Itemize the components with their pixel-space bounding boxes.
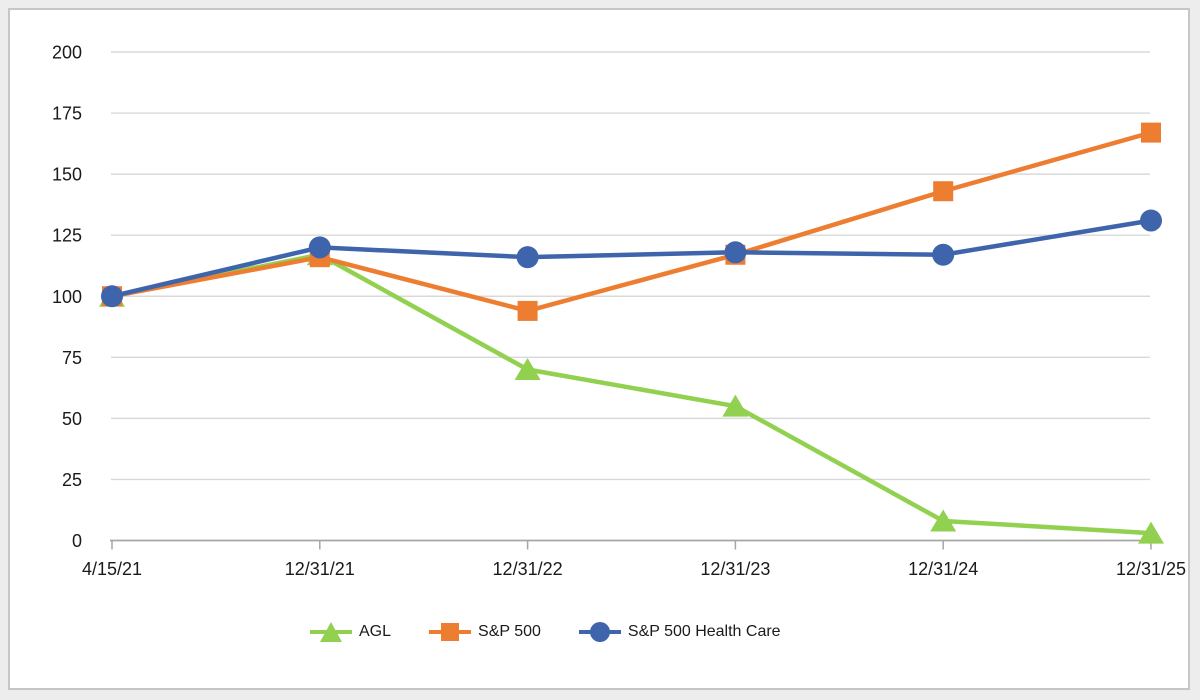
marker-square-s-p-500 xyxy=(933,181,954,202)
x-axis-tick-label: 12/31/23 xyxy=(700,559,770,579)
y-axis-tick-label: 125 xyxy=(52,226,82,246)
y-axis-tick-label: 75 xyxy=(62,348,82,368)
series-agl xyxy=(99,243,1164,544)
y-axis-tick-label: 175 xyxy=(52,104,82,124)
marker-circle-s-p-500-health-care xyxy=(724,241,747,264)
legend-label-s-p-500-health-care: S&P 500 Health Care xyxy=(627,623,781,640)
marker-triangle-agl xyxy=(930,509,957,532)
legend-label-s-p-500: S&P 500 xyxy=(478,623,541,640)
legend-triangle-marker-icon xyxy=(310,619,352,645)
y-axis-tick-label: 25 xyxy=(62,470,82,490)
legend-label-agl: AGL xyxy=(359,623,392,640)
y-axis-tick-label: 0 xyxy=(72,531,82,551)
series-s-p-500 xyxy=(102,122,1161,321)
marker-circle-s-p-500-health-care xyxy=(932,243,955,266)
marker-circle-s-p-500-health-care xyxy=(308,236,331,259)
marker-triangle-agl xyxy=(514,358,541,381)
marker-triangle-agl xyxy=(1138,521,1164,544)
y-axis-tick-label: 150 xyxy=(52,165,82,185)
y-axis-tick-label: 100 xyxy=(52,287,82,307)
marker-square-s-p-500 xyxy=(1141,122,1161,143)
y-axis-tick-label: 50 xyxy=(62,409,82,429)
y-axis-labels: 0 25 50 75 100 125 150 175 200 xyxy=(52,43,82,552)
marker-circle-s-p-500-health-care xyxy=(101,285,123,308)
series-s-p-500-health-care xyxy=(101,209,1162,308)
chart-legend: AGL S&P 500 S&P 500 Health Care xyxy=(310,617,781,647)
marker-square-s-p-500 xyxy=(517,300,538,321)
legend-item-agl: AGL xyxy=(310,619,391,645)
legend-shape-agl xyxy=(320,622,342,642)
marker-circle-s-p-500-health-care xyxy=(516,246,539,269)
x-axis-tick-label: 12/31/21 xyxy=(285,559,355,579)
marker-circle-s-p-500-health-care xyxy=(1140,209,1162,232)
y-axis-tick-label: 200 xyxy=(52,43,82,63)
legend-circle-marker-icon xyxy=(578,619,621,645)
y-gridlines xyxy=(111,51,1150,481)
legend-square-marker-icon xyxy=(429,619,472,645)
legend-item-s-p-500-health-care: S&P 500 Health Care xyxy=(578,619,781,645)
legend-item-s-p-500: S&P 500 xyxy=(429,619,541,645)
legend-shape-s-p-500-health-care xyxy=(589,622,610,642)
x-axis: 4/15/21 12/31/21 12/31/22 12/31/23 12/31/24 1… xyxy=(82,539,1186,579)
x-axis-tick-label: 12/31/22 xyxy=(493,559,563,579)
marker-triangle-agl xyxy=(722,394,749,417)
series-line-s-p-500-health-care xyxy=(109,218,1154,299)
x-axis-tick-label: 12/31/25 xyxy=(1116,559,1186,579)
series-line-s-p-500 xyxy=(109,130,1154,314)
x-axis-tick-label: 4/15/21 xyxy=(82,559,142,579)
x-axis-tick-label: 12/31/24 xyxy=(908,559,978,579)
chart-frame xyxy=(8,8,1190,690)
legend-shape-s-p-500 xyxy=(441,623,460,641)
